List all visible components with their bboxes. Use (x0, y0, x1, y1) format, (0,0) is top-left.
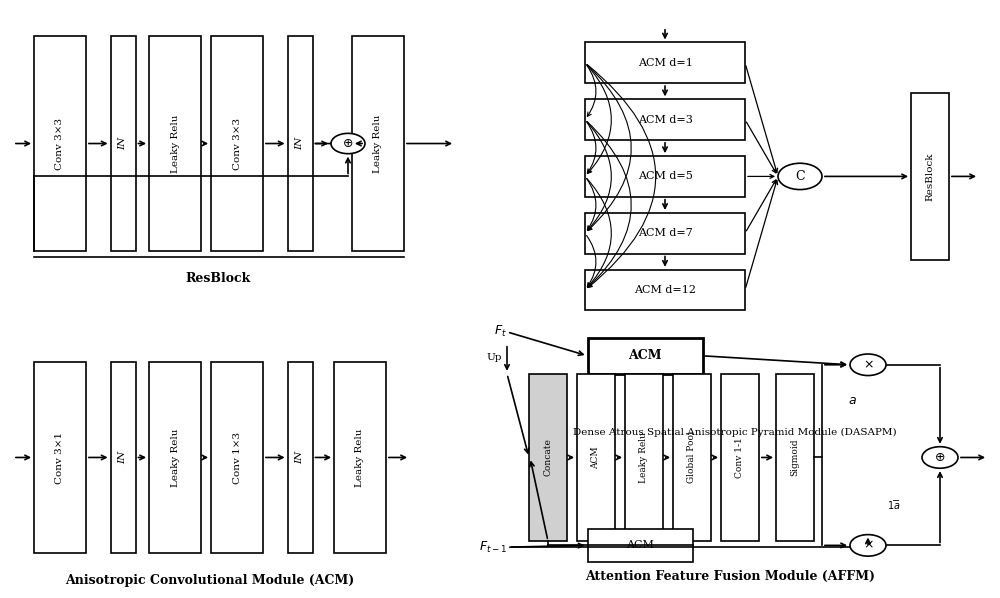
Text: ACM d=3: ACM d=3 (638, 115, 692, 124)
Bar (110, 362, 136, 553)
Text: IN: IN (119, 137, 128, 150)
Text: ResBlock: ResBlock (185, 272, 251, 285)
Text: $a$: $a$ (848, 394, 856, 407)
Bar (585, 213, 745, 254)
Bar (588, 529, 692, 562)
Text: C: C (795, 170, 805, 183)
Bar (529, 374, 567, 541)
Text: ACM d=7: ACM d=7 (638, 228, 692, 238)
Text: $-$: $-$ (891, 495, 900, 504)
Bar (776, 374, 814, 541)
Bar (211, 36, 263, 251)
Bar (577, 374, 615, 541)
Text: $\oplus$: $\oplus$ (934, 451, 946, 464)
Text: IN: IN (296, 137, 304, 150)
Bar (110, 36, 136, 251)
Text: Conv 1×3: Conv 1×3 (232, 431, 242, 484)
Text: ACM: ACM (626, 541, 654, 550)
Text: IN: IN (296, 451, 304, 464)
Text: Leaky Relu: Leaky Relu (170, 428, 180, 487)
Text: Sigmoid: Sigmoid (790, 439, 800, 476)
Circle shape (778, 163, 822, 190)
Text: Up: Up (486, 353, 502, 362)
Text: Attention Feature Fusion Module (AFFM): Attention Feature Fusion Module (AFFM) (585, 570, 875, 583)
Text: Conv 3×3: Conv 3×3 (232, 117, 242, 170)
Text: Conv 3×3: Conv 3×3 (56, 117, 64, 170)
Text: $F_t$: $F_t$ (494, 324, 507, 340)
Text: $\times$: $\times$ (863, 539, 873, 552)
Text: $\times$: $\times$ (863, 358, 873, 371)
Bar (211, 362, 263, 553)
Text: Conv 1-1: Conv 1-1 (736, 437, 744, 478)
Text: ResBlock: ResBlock (926, 152, 934, 201)
Text: ACM d=12: ACM d=12 (634, 285, 696, 295)
Bar (585, 99, 745, 140)
Bar (585, 156, 745, 197)
Text: Dense Atrous Spatial Anisotropic Pyramid Module (DASAPM): Dense Atrous Spatial Anisotropic Pyramid… (573, 428, 897, 437)
Bar (334, 362, 386, 553)
Circle shape (331, 133, 365, 154)
Text: ACM: ACM (592, 446, 600, 469)
Text: IN: IN (119, 451, 128, 464)
Bar (911, 93, 949, 260)
Text: ACM: ACM (628, 349, 662, 362)
Text: Concate: Concate (544, 438, 552, 477)
Text: ACM d=5: ACM d=5 (638, 172, 692, 181)
Text: Leaky Relu: Leaky Relu (640, 432, 648, 483)
Bar (34, 362, 86, 553)
Bar (585, 270, 745, 310)
Text: Leaky Relu: Leaky Relu (356, 428, 364, 487)
Bar (34, 36, 86, 251)
Text: Leaky Relu: Leaky Relu (374, 114, 382, 173)
Text: ACM d=1: ACM d=1 (638, 58, 692, 68)
Text: $1   a$: $1 a$ (887, 499, 901, 511)
Bar (288, 36, 312, 251)
Bar (149, 36, 201, 251)
Bar (585, 42, 745, 83)
Text: Conv 3×1: Conv 3×1 (56, 431, 64, 484)
Text: Anisotropic Convolutional Module (ACM): Anisotropic Convolutional Module (ACM) (65, 574, 355, 587)
Text: Global Pool: Global Pool (688, 432, 696, 483)
Text: $\oplus$: $\oplus$ (342, 137, 354, 150)
Bar (673, 374, 711, 541)
Circle shape (922, 447, 958, 468)
Text: Leaky Relu: Leaky Relu (170, 114, 180, 173)
Circle shape (850, 354, 886, 376)
Text: $F_{t-1}$: $F_{t-1}$ (479, 539, 507, 555)
Bar (625, 374, 663, 541)
Bar (721, 374, 759, 541)
Bar (352, 36, 404, 251)
Bar (149, 362, 201, 553)
Bar (288, 362, 312, 553)
Circle shape (850, 535, 886, 556)
Bar (588, 338, 702, 374)
